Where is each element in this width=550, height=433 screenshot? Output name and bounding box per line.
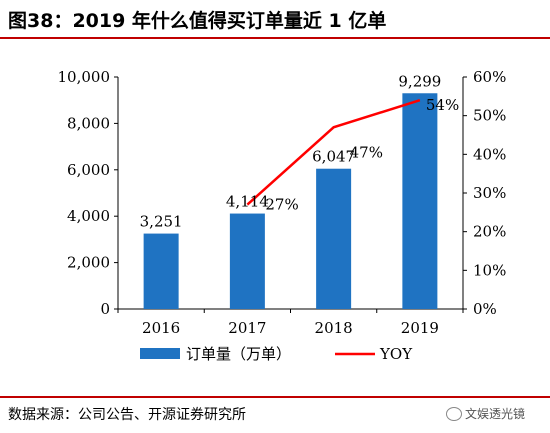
y-right-tick-label: 60% xyxy=(473,68,506,86)
title-rule xyxy=(0,37,550,39)
line-data-label: 47% xyxy=(350,143,383,161)
y-left-tick-label: 0 xyxy=(100,300,110,318)
line-data-label: 54% xyxy=(426,96,459,114)
bar xyxy=(402,93,438,309)
y-right-tick-label: 50% xyxy=(473,107,506,125)
x-tick-label: 2019 xyxy=(401,319,439,337)
bar-data-label: 3,251 xyxy=(140,213,183,231)
source-note: 数据来源：公司公告、开源证券研究所 xyxy=(8,407,246,423)
y-right-tick-label: 40% xyxy=(473,145,506,163)
y-left-tick-label: 6,000 xyxy=(67,161,110,179)
bar xyxy=(143,233,179,309)
y-right-tick-label: 10% xyxy=(473,261,506,279)
figure-title: 图38：2019 年什么值得买订单量近 1 亿单 xyxy=(8,10,387,32)
wechat-icon xyxy=(446,406,462,421)
y-left-tick-label: 8,000 xyxy=(67,114,110,132)
bar xyxy=(229,213,265,309)
yoy-line xyxy=(246,99,421,206)
source-rule xyxy=(0,396,550,398)
y-right-tick-label: 30% xyxy=(473,184,506,202)
bar-data-label: 6,047 xyxy=(312,148,355,166)
y-right-tick-label: 20% xyxy=(473,223,506,241)
bar xyxy=(316,168,352,309)
line-data-label: 27% xyxy=(265,196,298,214)
bar-data-label: 9,299 xyxy=(398,72,441,90)
y-left-tick-label: 2,000 xyxy=(67,254,110,272)
legend-line-label: YOY xyxy=(379,345,413,363)
watermark-text: 文娱透光镜 xyxy=(465,407,526,421)
y-left-tick-label: 10,000 xyxy=(58,68,111,86)
x-tick-label: 2018 xyxy=(315,319,353,337)
watermark: 文娱透光镜 xyxy=(446,405,525,422)
bar-data-label: 4,114 xyxy=(226,193,269,211)
legend-bar-label: 订单量（万单） xyxy=(186,345,291,363)
x-tick-label: 2017 xyxy=(228,319,266,337)
x-tick-label: 2016 xyxy=(142,319,180,337)
y-left-tick-label: 4,000 xyxy=(67,207,110,225)
y-right-tick-label: 0% xyxy=(473,300,497,318)
legend-bar-swatch xyxy=(140,348,180,359)
